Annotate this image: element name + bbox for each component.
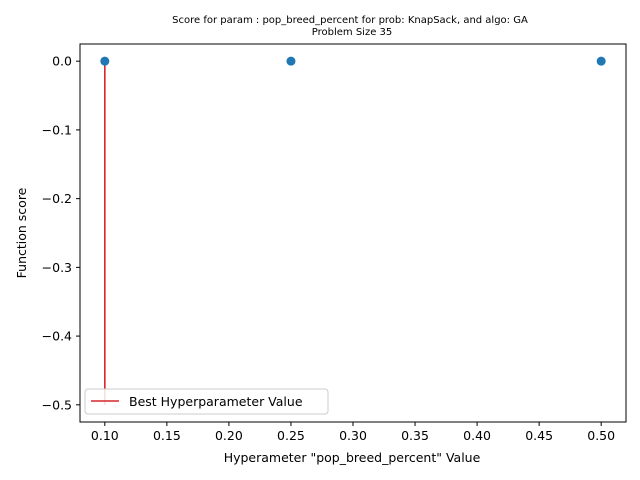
chart-title: Score for param : pop_breed_percent for … xyxy=(172,15,528,26)
y-tick-label: −0.2 xyxy=(42,191,72,206)
legend-label-best: Best Hyperparameter Value xyxy=(129,394,303,409)
y-tick-label: 0.0 xyxy=(52,54,72,69)
data-point xyxy=(596,56,606,66)
x-axis-label: Hyperameter "pop_breed_percent" Value xyxy=(224,450,481,465)
x-tick-label: 0.45 xyxy=(525,428,553,443)
plot-area xyxy=(100,56,606,405)
y-tick-label: −0.1 xyxy=(42,122,72,137)
y-tick-label: −0.3 xyxy=(42,260,72,275)
x-tick-label: 0.25 xyxy=(277,428,305,443)
x-tick-label: 0.35 xyxy=(401,428,429,443)
y-axis-label: Function score xyxy=(14,187,29,278)
x-tick-label: 0.15 xyxy=(153,428,181,443)
data-point xyxy=(100,56,110,66)
y-tick-label: −0.5 xyxy=(42,397,72,412)
y-axis-ticks: 0.0 −0.1 −0.2 −0.3 −0.4 −0.5 xyxy=(42,54,80,412)
x-tick-label: 0.40 xyxy=(463,428,491,443)
x-tick-label: 0.30 xyxy=(339,428,367,443)
legend-box xyxy=(84,388,329,415)
x-axis-ticks: 0.10 0.15 0.20 0.25 0.30 0.35 0.40 0.45 0.50 xyxy=(91,422,615,443)
y-tick-label: −0.4 xyxy=(42,329,72,344)
x-tick-label: 0.50 xyxy=(587,428,615,443)
legend: Best Hyperparameter Value xyxy=(84,388,329,415)
data-point xyxy=(286,56,296,66)
chart-subtitle: Problem Size 35 xyxy=(312,27,393,38)
x-tick-label: 0.20 xyxy=(215,428,243,443)
plot-frame xyxy=(79,43,627,423)
x-tick-label: 0.10 xyxy=(91,428,119,443)
